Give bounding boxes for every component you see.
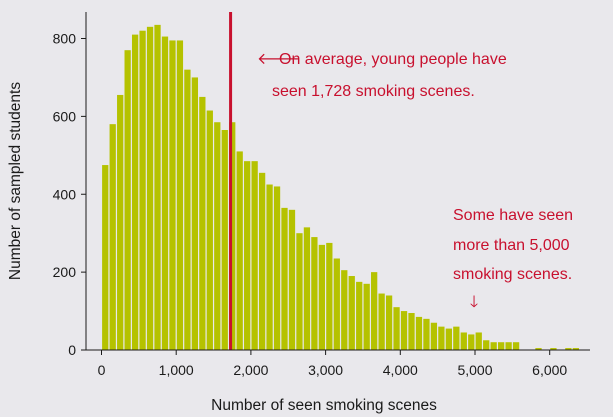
y-tick-label: 200	[53, 264, 77, 280]
histogram-bar	[318, 244, 325, 350]
histogram-bar	[176, 40, 184, 350]
histogram-bar	[221, 130, 228, 350]
histogram-bar	[229, 122, 236, 350]
histogram-bar	[483, 340, 490, 350]
histogram-bar	[146, 26, 154, 350]
x-tick-label: 0	[98, 362, 106, 378]
histogram-bar	[251, 161, 258, 350]
histogram-bar	[341, 270, 348, 350]
histogram-bar	[236, 151, 243, 350]
tail-annotation: Some have seen more than 5,000 smoking s…	[453, 207, 573, 311]
histogram-bar	[550, 348, 557, 350]
histogram-bar	[505, 342, 512, 350]
histogram-bar	[453, 326, 460, 350]
x-tick-label: 5,000	[457, 362, 492, 378]
histogram-bar	[423, 318, 430, 350]
histogram-bar	[378, 293, 385, 350]
histogram-bar	[565, 348, 572, 350]
x-tick-label: 2,000	[233, 362, 268, 378]
x-tick-label: 4,000	[383, 362, 418, 378]
histogram-bar	[169, 40, 176, 350]
y-ticks-group: 0 200 400 600 800	[53, 31, 86, 358]
x-tick-label: 1,000	[159, 362, 194, 378]
tail-annotation-line-1: Some have seen	[453, 207, 573, 224]
histogram-bar	[333, 258, 340, 350]
mean-annotation-line-1: On average, young people have	[279, 51, 507, 68]
y-tick-label: 0	[68, 342, 76, 358]
histogram-bar	[572, 348, 579, 350]
down-arrow-icon: 🡓	[470, 294, 478, 311]
histogram-bar	[498, 342, 505, 350]
axes-group	[85, 12, 590, 351]
histogram-bar	[199, 96, 206, 350]
y-tick-label: 800	[53, 31, 77, 47]
histogram-bar	[117, 94, 124, 351]
histogram-bar	[460, 332, 467, 350]
x-axis-title: Number of seen smoking scenes	[211, 397, 437, 414]
histogram-bar	[490, 342, 497, 350]
histogram-bar	[102, 165, 109, 350]
x-tick-label: 3,000	[308, 362, 343, 378]
histogram-bar	[400, 311, 408, 350]
histogram-bar	[161, 36, 169, 351]
histogram-bar	[273, 186, 281, 350]
histogram-bar	[430, 322, 438, 350]
histogram-bar	[184, 69, 191, 351]
x-tick-label: 6,000	[532, 362, 567, 378]
histogram-bar	[475, 332, 482, 350]
histogram-bar	[154, 24, 161, 351]
histogram-bar	[535, 348, 542, 350]
histogram-bar	[348, 276, 355, 350]
y-axis-title: Number of sampled students	[7, 82, 24, 280]
bars-group	[102, 24, 579, 351]
tail-annotation-line-2: more than 5,000	[453, 237, 570, 254]
histogram-bar	[408, 313, 415, 350]
histogram-bar	[266, 184, 273, 350]
histogram-bar	[512, 342, 520, 350]
mean-annotation: 🡐 On average, young people have seen 1,7…	[257, 51, 507, 100]
histogram-bar	[393, 307, 400, 350]
histogram-bar	[139, 30, 146, 351]
histogram-bar	[356, 281, 363, 350]
histogram-bar	[109, 124, 116, 350]
histogram-bar	[468, 334, 475, 350]
histogram-bar	[191, 77, 199, 350]
y-tick-label: 600	[53, 108, 77, 124]
histogram-bar	[288, 209, 296, 350]
histogram-bar	[258, 172, 266, 350]
histogram-bar	[124, 50, 131, 351]
tail-annotation-line-3: smoking scenes.	[453, 266, 572, 283]
histogram-bar	[311, 237, 318, 350]
left-arrow-icon: 🡐	[257, 51, 300, 68]
y-tick-label: 400	[53, 186, 77, 202]
histogram-bar	[206, 110, 213, 350]
mean-annotation-line-2: seen 1,728 smoking scenes.	[272, 83, 475, 100]
histogram-bar	[363, 283, 370, 350]
histogram-bar	[244, 161, 251, 350]
histogram-bar	[326, 242, 333, 350]
histogram-bar	[385, 295, 393, 350]
histogram-bar	[303, 227, 311, 350]
histogram-bar	[214, 122, 221, 350]
histogram-bar	[296, 233, 303, 350]
histogram-bar	[281, 207, 288, 350]
histogram-bar	[445, 328, 452, 350]
x-ticks-group: 0 1,000 2,000 3,000 4,000 5,000 6,000	[98, 350, 567, 378]
histogram-bar	[371, 272, 378, 351]
histogram-bar	[131, 34, 139, 351]
histogram-bar	[415, 316, 423, 350]
histogram-bar	[438, 326, 445, 350]
